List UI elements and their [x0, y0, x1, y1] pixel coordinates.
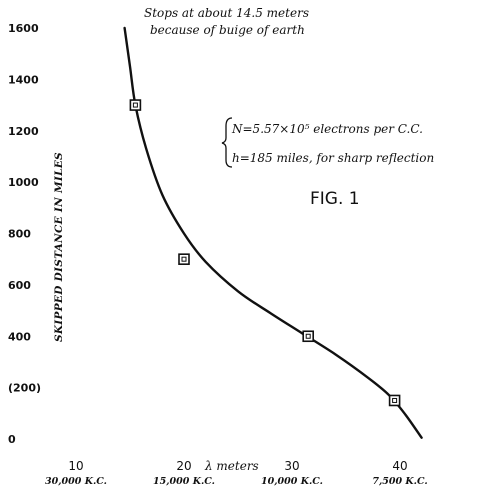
data-point-marker	[129, 99, 142, 111]
y-tick-label: 1400	[8, 73, 39, 86]
y-tick-label: 400	[8, 330, 31, 343]
x-frequency-label: 15,000 K.C.	[153, 476, 215, 487]
series-curve	[123, 26, 423, 439]
x-tick-label: 10	[68, 459, 83, 473]
param-line1: N=5.57×10⁵ electrons per C.C.	[231, 122, 423, 136]
y-axis-title: SKIPPED DISTANCE IN MILES	[53, 152, 65, 342]
top-note-line2: because of buige of earth	[150, 23, 305, 37]
figure-label: FIG. 1	[310, 189, 360, 209]
y-tick-label: (200)	[8, 382, 41, 395]
y-tick-label: 0	[8, 433, 16, 446]
param-line2: h=185 miles, for sharp reflection	[232, 151, 434, 165]
data-point-marker	[178, 253, 190, 265]
param-brace	[221, 117, 233, 168]
top-note-line1: Stops at about 14.5 meters	[144, 6, 309, 20]
x-axis-title: λ meters	[204, 459, 259, 473]
y-tick-label: 1600	[8, 22, 39, 35]
x-tick-label: 30	[284, 459, 299, 473]
data-point-marker	[302, 330, 315, 343]
y-tick-label: 1000	[8, 176, 39, 189]
x-tick-label: 40	[392, 459, 407, 473]
x-frequency-label: 7,500 K.C.	[372, 476, 427, 487]
x-frequency-label: 10,000 K.C.	[261, 476, 323, 487]
data-point-marker	[388, 394, 401, 407]
y-tick-label: 600	[8, 279, 31, 292]
x-frequency-label: 30,000 K.C.	[45, 476, 107, 487]
y-tick-label: 800	[8, 228, 31, 241]
x-tick-label: 20	[176, 459, 191, 473]
y-tick-label: 1200	[8, 125, 39, 138]
